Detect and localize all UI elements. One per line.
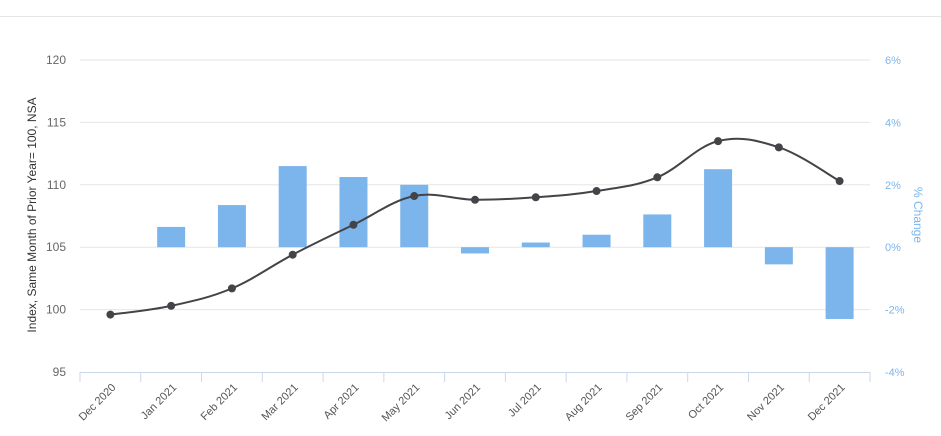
y-right-tick-label: 0%	[885, 242, 901, 254]
x-tick-label: Sep 2021	[624, 382, 666, 424]
x-tick-label: Jul 2021	[506, 382, 544, 420]
y-left-tick-label: 120	[46, 53, 66, 67]
x-tick-label: Dec 2020	[77, 382, 119, 424]
x-tick-label: Nov 2021	[745, 382, 787, 424]
grid-lines	[80, 59, 870, 311]
y-left-axis-title: Index, Same Month of Prior Year= 100, NS…	[25, 97, 39, 332]
line-point	[835, 177, 844, 186]
line-point	[349, 220, 358, 229]
bar	[764, 247, 793, 265]
x-tick-label: Oct 2021	[686, 382, 726, 422]
bar	[825, 247, 854, 319]
y-right-tick-label: 2%	[885, 180, 901, 192]
line-point	[227, 284, 236, 293]
bar	[339, 177, 368, 248]
y-left-tick-label: 115	[47, 115, 66, 129]
x-tick-label: Aug 2021	[563, 382, 605, 424]
x-tick-label: Dec 2021	[806, 382, 848, 424]
bar	[704, 169, 733, 248]
line-point	[653, 173, 662, 182]
x-tick-label: Feb 2021	[199, 382, 240, 423]
y-left-tick-label: 100	[46, 303, 66, 317]
line-point	[106, 310, 115, 319]
y-right-tick-label: -2%	[885, 305, 905, 317]
y-left-tick-label: 105	[46, 240, 66, 254]
bar	[582, 234, 611, 248]
x-tick-label: Mar 2021	[259, 382, 300, 423]
bar-series	[157, 166, 854, 319]
line-point	[410, 192, 419, 201]
bar	[521, 242, 550, 248]
x-tick-label: Apr 2021	[322, 382, 362, 422]
line-point	[288, 250, 297, 259]
bar	[461, 247, 489, 254]
line-series	[106, 137, 844, 319]
x-tick-label: May 2021	[380, 382, 423, 425]
line-point	[471, 195, 479, 204]
bar	[278, 166, 307, 248]
y-right-tick-label: 6%	[885, 55, 901, 67]
line-point	[774, 143, 783, 152]
y-left-tick-label: 95	[53, 365, 67, 379]
line-point	[167, 301, 176, 310]
y-right-axis-title: % Change	[911, 187, 925, 243]
line-point	[714, 137, 723, 146]
top-divider	[0, 16, 941, 17]
y-right-tick-label: -4%	[885, 367, 905, 379]
x-tick-label: Jun 2021	[443, 382, 483, 422]
bar	[157, 226, 186, 248]
line-point	[531, 193, 540, 202]
bar	[217, 205, 246, 248]
line-point	[592, 187, 601, 196]
y-right-tick-label: 4%	[885, 117, 901, 129]
bar	[643, 214, 672, 248]
y-left-tick-label: 110	[47, 178, 66, 192]
x-tick-label: Jan 2021	[139, 382, 179, 422]
